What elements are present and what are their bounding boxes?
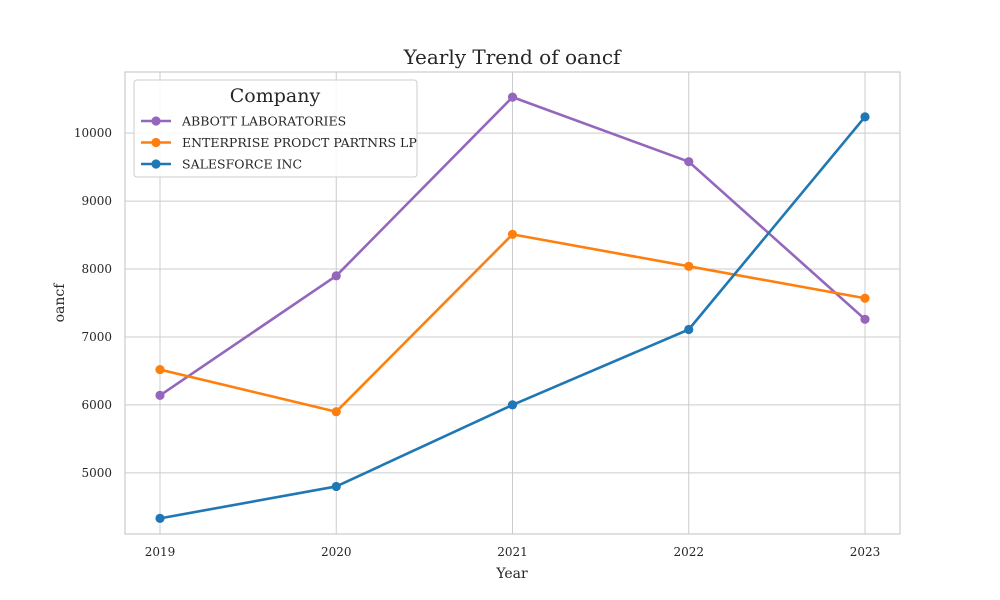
legend-title: Company	[230, 85, 321, 107]
legend-marker	[151, 116, 161, 126]
y-tick-label: 8000	[81, 262, 112, 276]
legend-items: ABBOTT LABORATORIES ENTERPRISE PRODCT PAR…	[141, 114, 417, 172]
y-tick-label: 5000	[81, 466, 112, 480]
data-point	[155, 390, 165, 400]
series-group	[155, 92, 870, 523]
legend-label: ABBOTT LABORATORIES	[181, 114, 346, 129]
x-tick-label: 2020	[321, 545, 352, 559]
legend-marker	[151, 137, 161, 148]
data-point	[860, 293, 870, 303]
legend-marker	[151, 159, 161, 169]
legend-label: SALESFORCE INC	[182, 157, 302, 172]
data-point	[860, 112, 870, 122]
legend-box	[133, 79, 418, 178]
y-axis-ticks: 5000 6000 7000 8000 9000 10000	[74, 126, 112, 480]
y-tick-label: 9000	[81, 194, 112, 208]
data-point	[331, 407, 341, 417]
series-salesforce-inc	[155, 112, 870, 523]
y-tick-label: 10000	[74, 126, 112, 140]
x-tick-label: 2023	[850, 545, 881, 559]
data-point	[331, 481, 341, 492]
x-axis-label: Year	[495, 566, 528, 582]
y-tick-label: 6000	[81, 398, 112, 412]
y-axis-label: oancf	[52, 282, 68, 323]
series-enterprise-prodct-partnrs-lp	[155, 229, 870, 417]
legend-item: SALESFORCE INC	[141, 157, 302, 172]
data-point	[155, 364, 165, 375]
x-axis-ticks: 2019 2020 2021 2022 2023	[145, 545, 881, 559]
data-point	[684, 324, 694, 335]
data-point	[507, 400, 518, 410]
legend-label: ENTERPRISE PRODCT PARTNRS LP	[182, 135, 417, 150]
series-abbott-laboratories	[155, 92, 870, 400]
x-tick-label: 2019	[145, 545, 176, 559]
legend: Company ABBOTT LABORATORIES ENTERPRISE PR…	[133, 79, 418, 178]
legend-item: ABBOTT LABORATORIES	[141, 114, 346, 129]
data-point	[860, 314, 870, 324]
data-point	[507, 229, 518, 239]
y-tick-label: 7000	[81, 330, 112, 344]
chart-title: Yearly Trend of oancf	[403, 45, 622, 69]
x-tick-label: 2022	[673, 545, 704, 559]
data-point	[684, 157, 694, 167]
legend-item: ENTERPRISE PRODCT PARTNRS LP	[141, 135, 417, 150]
data-point	[684, 261, 694, 271]
data-point	[507, 92, 518, 102]
data-point	[331, 271, 341, 281]
x-tick-label: 2021	[497, 545, 528, 559]
data-point	[155, 513, 165, 523]
plot-frame	[124, 71, 901, 535]
